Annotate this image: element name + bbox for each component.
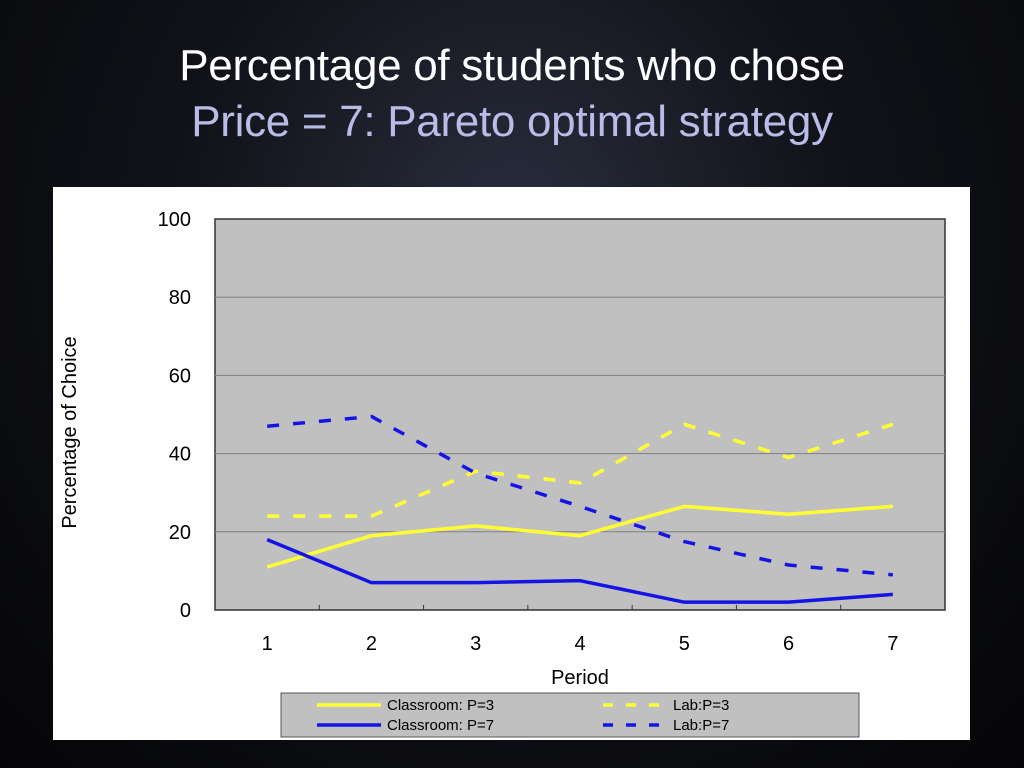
slide-title-line-2: Price = 7: Pareto optimal strategy — [191, 97, 833, 146]
legend-label-lab-p-3: Lab:P=3 — [673, 697, 729, 714]
slide-title: Percentage of students who chose Price =… — [0, 38, 1024, 150]
slide-title-line-1: Percentage of students who chose — [179, 41, 845, 90]
y-tick-label: 20 — [169, 522, 191, 544]
line-chart: 0 20 40 60 80 100 1 2 3 4 5 6 7 Period Percentage o… — [59, 209, 946, 738]
x-tick-label: 7 — [887, 633, 898, 655]
series-line-classroom-p-7 — [266, 538, 893, 604]
legend-box — [280, 692, 860, 738]
y-tick-label: 100 — [158, 209, 191, 231]
y-tick-label: 40 — [169, 444, 191, 466]
x-axis-title: Period — [551, 667, 609, 689]
legend-label-classroom-p-7: Classroom: P=7 — [387, 717, 494, 734]
y-tick-label: 0 — [180, 600, 191, 622]
legend-label-classroom-p-3: Classroom: P=3 — [387, 697, 494, 714]
x-tick-label: 3 — [470, 633, 481, 655]
series-line-lab-p-7 — [266, 414, 894, 577]
chart-panel: 0 20 40 60 80 100 1 2 3 4 5 6 7 Period Percentage o… — [53, 187, 970, 740]
y-tick-label: 60 — [169, 365, 191, 387]
x-tick-label: 4 — [574, 633, 585, 655]
series-line-classroom-p-3 — [266, 504, 893, 569]
x-tick-label: 1 — [262, 633, 273, 655]
x-tick-label: 2 — [366, 633, 377, 655]
y-tick-label: 80 — [169, 287, 191, 309]
x-tick-label: 6 — [783, 633, 794, 655]
series-line-lab-p-3 — [267, 422, 894, 518]
y-axis-title: Percentage of Choice — [59, 336, 81, 528]
x-tick-label: 5 — [679, 633, 690, 655]
legend: Classroom: P=3 Classroom: P=7 Lab:P=3 Lab:P… — [280, 692, 860, 738]
legend-label-lab-p-7: Lab:P=7 — [673, 717, 729, 734]
